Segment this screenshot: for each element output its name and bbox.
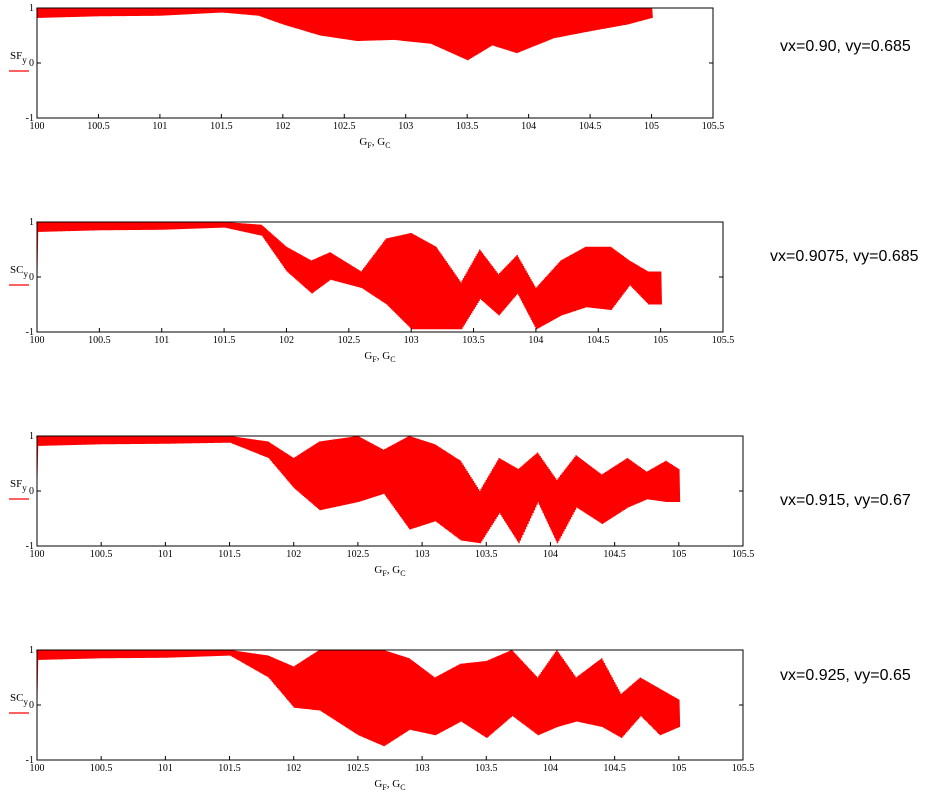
x-tick-label: 104 bbox=[521, 121, 536, 132]
x-axis-label: GF, GC bbox=[374, 778, 405, 792]
x-tick-label: 101 bbox=[158, 763, 173, 774]
x-tick-label: 103 bbox=[398, 121, 413, 132]
x-tick-label: 101.5 bbox=[210, 121, 233, 132]
x-tick-label: 101.5 bbox=[213, 335, 236, 346]
y-tick-label: 1 bbox=[29, 431, 34, 442]
series-fill-SC_y bbox=[37, 651, 679, 746]
y-tick-label: 0 bbox=[29, 486, 34, 497]
x-axis-label: GF, GC bbox=[364, 350, 395, 364]
x-axis-label: GF, GC bbox=[374, 564, 405, 578]
x-tick-label: 102.5 bbox=[347, 763, 370, 774]
x-tick-label: 102 bbox=[286, 763, 301, 774]
chart-caption: vx=0.90, vy=0.685 bbox=[780, 38, 911, 55]
x-tick-label: 103 bbox=[415, 549, 430, 560]
x-tick-label: 104.5 bbox=[579, 121, 602, 132]
x-tick-label: 102 bbox=[286, 549, 301, 560]
x-tick-label: 101 bbox=[154, 335, 169, 346]
x-tick-label: 102.5 bbox=[333, 121, 356, 132]
chart-caption: vx=0.915, vy=0.67 bbox=[780, 492, 911, 509]
chart-caption: vx=0.9075, vy=0.685 bbox=[770, 248, 919, 265]
x-tick-label: 100 bbox=[30, 121, 45, 132]
x-tick-label: 101.5 bbox=[218, 549, 241, 560]
x-tick-label: 105.5 bbox=[732, 549, 755, 560]
x-tick-label: 104.5 bbox=[603, 763, 626, 774]
y-tick-label: 0 bbox=[29, 700, 34, 711]
x-tick-label: 105.5 bbox=[702, 121, 725, 132]
x-tick-label: 103.5 bbox=[462, 335, 485, 346]
y-tick-label: -1 bbox=[26, 327, 34, 338]
y-tick-label: 1 bbox=[29, 217, 34, 228]
x-tick-label: 100 bbox=[30, 549, 45, 560]
x-tick-label: 101 bbox=[152, 121, 167, 132]
x-tick-label: 105.5 bbox=[712, 335, 735, 346]
x-tick-label: 104.5 bbox=[587, 335, 610, 346]
x-tick-label: 105.5 bbox=[732, 763, 755, 774]
x-tick-label: 100.5 bbox=[87, 121, 110, 132]
y-axis-label: SCy bbox=[10, 264, 28, 279]
series-fill-SF_y bbox=[37, 437, 679, 543]
x-tick-label: 105 bbox=[671, 763, 686, 774]
x-tick-label: 101 bbox=[158, 549, 173, 560]
x-tick-label: 100 bbox=[30, 763, 45, 774]
x-tick-label: 100 bbox=[30, 335, 45, 346]
x-tick-label: 100.5 bbox=[88, 335, 111, 346]
x-tick-label: 103 bbox=[415, 763, 430, 774]
y-tick-label: -1 bbox=[26, 755, 34, 766]
y-tick-label: 0 bbox=[29, 272, 34, 283]
x-tick-label: 103 bbox=[404, 335, 419, 346]
x-tick-label: 103.5 bbox=[456, 121, 479, 132]
x-tick-label: 102.5 bbox=[338, 335, 361, 346]
x-tick-label: 100.5 bbox=[90, 763, 113, 774]
series-fill-SF_y bbox=[37, 9, 652, 60]
y-axis-label: SCy bbox=[10, 692, 28, 707]
x-tick-label: 104 bbox=[543, 549, 558, 560]
x-tick-label: 102 bbox=[279, 335, 294, 346]
y-tick-label: -1 bbox=[26, 541, 34, 552]
x-tick-label: 101.5 bbox=[218, 763, 241, 774]
series-fill-SC_y bbox=[37, 223, 661, 329]
x-tick-label: 102.5 bbox=[347, 549, 370, 560]
x-tick-label: 100.5 bbox=[90, 549, 113, 560]
x-tick-label: 103.5 bbox=[475, 549, 498, 560]
x-tick-label: 105 bbox=[671, 549, 686, 560]
x-tick-label: 105 bbox=[653, 335, 668, 346]
chart-caption: vx=0.925, vy=0.65 bbox=[780, 667, 911, 684]
x-tick-label: 102 bbox=[275, 121, 290, 132]
y-axis-label: SFy bbox=[10, 478, 27, 493]
y-tick-label: 1 bbox=[29, 645, 34, 656]
y-tick-label: 0 bbox=[29, 58, 34, 69]
x-tick-label: 105 bbox=[644, 121, 659, 132]
y-axis-label: SFy bbox=[10, 50, 27, 65]
y-tick-label: -1 bbox=[26, 113, 34, 124]
x-tick-label: 104 bbox=[528, 335, 543, 346]
y-tick-label: 1 bbox=[29, 3, 34, 14]
x-tick-label: 104.5 bbox=[603, 549, 626, 560]
x-tick-label: 104 bbox=[543, 763, 558, 774]
x-axis-label: GF, GC bbox=[359, 136, 390, 150]
x-tick-label: 103.5 bbox=[475, 763, 498, 774]
